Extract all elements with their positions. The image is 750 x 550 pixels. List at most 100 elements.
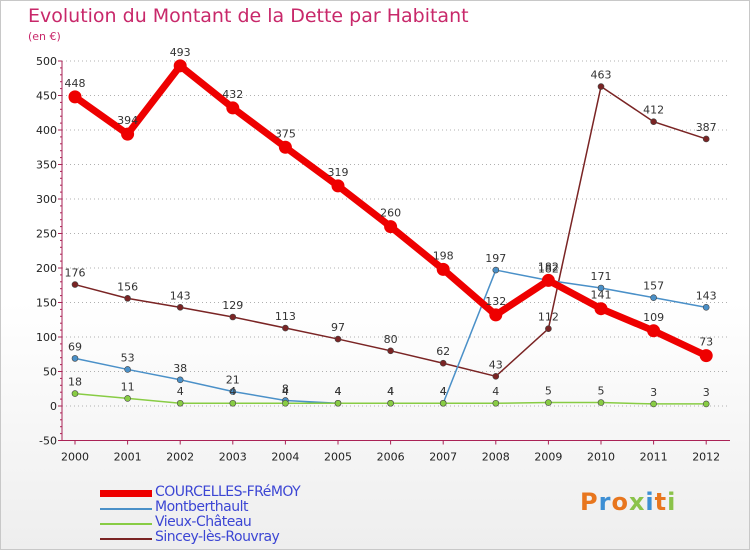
data-point xyxy=(334,399,342,407)
unit-label: (en €) xyxy=(28,30,61,43)
data-label: 4 xyxy=(440,385,447,398)
data-label: 132 xyxy=(485,295,506,308)
data-label: 53 xyxy=(121,351,135,364)
y-tick-label: -50 xyxy=(39,435,57,448)
x-tick-label: 2007 xyxy=(429,451,457,464)
data-label: 157 xyxy=(643,280,664,293)
data-point xyxy=(597,399,605,406)
data-point xyxy=(699,349,713,363)
data-label: 38 xyxy=(173,362,187,375)
data-point xyxy=(439,359,447,367)
data-label: 394 xyxy=(117,114,138,127)
y-tick-label: 250 xyxy=(36,228,57,241)
data-point xyxy=(436,262,450,276)
x-tick-label: 2006 xyxy=(377,451,405,464)
data-point xyxy=(492,266,500,274)
data-point xyxy=(173,59,187,73)
legend-label: Montberthault xyxy=(155,499,248,515)
data-label: 4 xyxy=(440,385,447,398)
data-label: 182 xyxy=(538,260,559,273)
logo-letter: P xyxy=(580,488,599,516)
data-label: 69 xyxy=(68,340,82,353)
data-label: 80 xyxy=(384,333,398,346)
data-point xyxy=(489,308,503,322)
data-label: 198 xyxy=(433,249,454,262)
data-label: 412 xyxy=(643,104,664,117)
y-tick-label: 400 xyxy=(36,124,57,137)
legend-label: Vieux-Château xyxy=(155,514,252,530)
data-point xyxy=(384,220,398,234)
legend-swatch xyxy=(100,523,152,525)
data-label: 171 xyxy=(591,270,612,283)
x-tick-label: 2002 xyxy=(166,451,194,464)
data-label: 5 xyxy=(598,385,605,398)
data-point xyxy=(121,127,135,141)
y-tick-label: 200 xyxy=(36,262,57,275)
data-label: 319 xyxy=(328,166,349,179)
data-label: 4 xyxy=(492,385,499,398)
data-point xyxy=(278,140,292,154)
data-point xyxy=(282,399,289,407)
data-label: 141 xyxy=(591,289,612,302)
data-point xyxy=(594,302,608,316)
data-point xyxy=(124,295,131,302)
chart-title: Evolution du Montant de la Dette par Hab… xyxy=(28,5,469,27)
data-label: 43 xyxy=(489,358,503,371)
data-point xyxy=(226,101,240,115)
data-point xyxy=(492,399,500,407)
data-label: 62 xyxy=(436,345,450,358)
y-tick-label: 300 xyxy=(36,193,57,206)
x-tick-label: 2001 xyxy=(114,451,142,464)
data-point xyxy=(439,399,447,407)
data-label: 143 xyxy=(170,289,191,302)
logo-letter: o xyxy=(611,488,629,516)
data-label: 3 xyxy=(703,386,710,399)
x-tick-label: 2004 xyxy=(271,451,299,464)
data-point xyxy=(650,118,657,126)
logo-letter: i xyxy=(667,488,677,516)
data-label: 97 xyxy=(331,321,345,334)
y-tick-label: 100 xyxy=(36,331,57,344)
data-point xyxy=(597,284,605,292)
data-label: 73 xyxy=(699,336,713,349)
x-tick-label: 2009 xyxy=(534,451,562,464)
y-tick-label: 350 xyxy=(36,159,57,172)
data-point xyxy=(71,281,79,288)
x-tick-label: 2003 xyxy=(219,451,247,464)
legend-label: COURCELLES-FRéMOY xyxy=(155,484,301,500)
y-tick-label: 150 xyxy=(36,297,57,310)
data-label: 112 xyxy=(538,311,559,324)
data-label: 18 xyxy=(68,376,82,389)
x-tick-label: 2012 xyxy=(692,451,720,464)
data-point xyxy=(229,313,237,321)
legend-swatch xyxy=(100,538,152,540)
data-label: 109 xyxy=(643,311,664,324)
data-point xyxy=(229,399,237,407)
data-label: 11 xyxy=(121,380,135,393)
data-point xyxy=(176,376,184,384)
data-label: 463 xyxy=(591,69,612,82)
data-point xyxy=(334,335,342,343)
proxiti-logo: Proxiti xyxy=(580,488,676,516)
data-point xyxy=(387,399,394,407)
data-label: 143 xyxy=(696,289,717,302)
logo-letter: r xyxy=(598,488,612,516)
x-tick-label: 2005 xyxy=(324,451,352,464)
data-point xyxy=(541,273,555,287)
data-point xyxy=(702,135,710,143)
x-tick-label: 2000 xyxy=(61,451,89,464)
data-point xyxy=(545,399,552,406)
data-point xyxy=(650,400,657,408)
data-label: 260 xyxy=(380,207,401,220)
data-point xyxy=(331,179,345,193)
data-label: 4 xyxy=(229,385,236,398)
data-label: 156 xyxy=(117,280,138,293)
data-point xyxy=(650,294,657,301)
data-point xyxy=(702,400,710,408)
data-point xyxy=(176,399,184,407)
data-label: 176 xyxy=(65,267,86,280)
data-point xyxy=(71,355,79,362)
data-point xyxy=(229,388,237,395)
data-label: 3 xyxy=(650,386,657,399)
data-point xyxy=(545,325,552,333)
